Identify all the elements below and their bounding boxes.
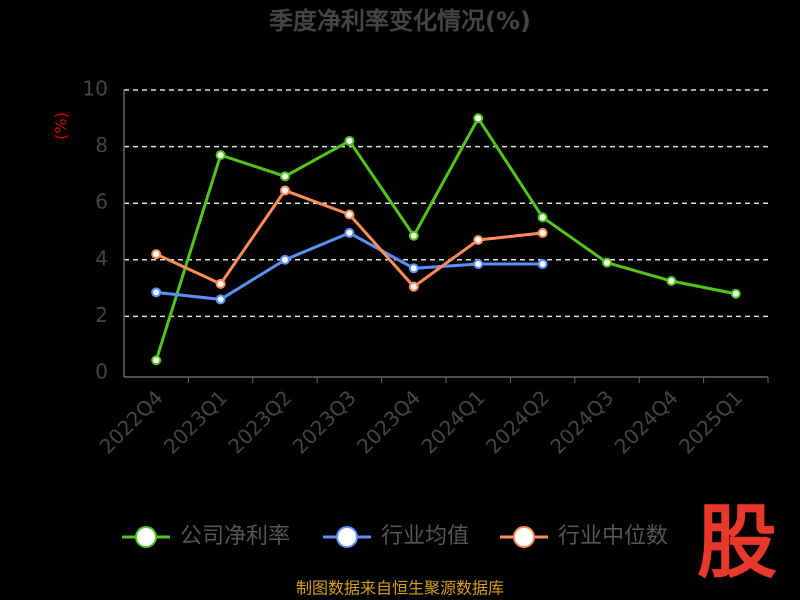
point	[280, 185, 290, 196]
point	[730, 288, 741, 299]
point	[344, 227, 355, 238]
point	[537, 259, 548, 270]
legend-label: 行业中位数	[558, 524, 668, 549]
legend-label: 行业均值	[381, 524, 469, 549]
point	[151, 249, 162, 260]
point	[408, 230, 419, 241]
point	[666, 276, 677, 287]
y-tick-label: 10	[83, 77, 108, 101]
y-axis-label: (%)	[52, 112, 71, 140]
point	[151, 287, 162, 298]
y-tick-label: 4	[95, 246, 108, 270]
point	[151, 355, 162, 366]
point	[537, 227, 548, 238]
y-tick-label: 2	[95, 303, 108, 327]
point	[280, 254, 290, 265]
point	[537, 212, 548, 223]
point	[215, 278, 226, 289]
y-tick-label: 6	[95, 190, 108, 214]
point	[215, 150, 226, 161]
legend-label: 公司净利率	[180, 524, 290, 549]
point	[215, 294, 226, 305]
chart-title: 季度净利率变化情况(%)	[269, 7, 531, 35]
point	[344, 209, 355, 220]
point	[408, 263, 419, 274]
point	[344, 135, 355, 146]
point	[473, 113, 484, 124]
source: 制图数据来自恒生聚源数据库	[296, 579, 504, 598]
point	[473, 234, 484, 245]
legend-marker	[135, 526, 157, 548]
point	[280, 171, 290, 182]
point	[473, 259, 484, 270]
point	[408, 281, 419, 292]
logo: 股	[697, 496, 777, 589]
y-tick-label: 0	[95, 360, 108, 384]
series-line	[154, 115, 737, 361]
legend-marker	[336, 526, 358, 548]
point	[602, 257, 612, 268]
y-tick-label: 8	[95, 133, 108, 157]
legend-marker	[513, 526, 535, 548]
